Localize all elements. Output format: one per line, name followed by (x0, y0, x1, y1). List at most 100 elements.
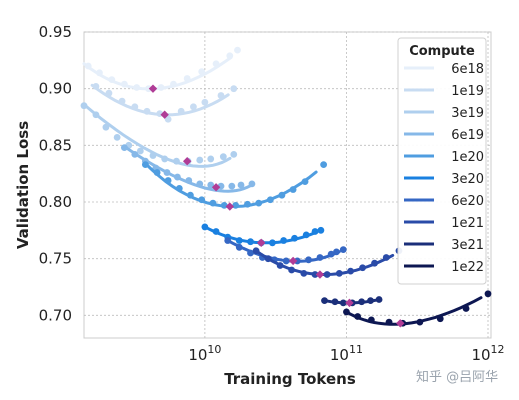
point-1e19-2 (118, 97, 126, 105)
point-1e20-2 (164, 177, 172, 184)
legend-items: 6e18 1e19 3e19 6e19 1e20 3e20 6e20 1e21 3e21 1e22 (404, 62, 484, 275)
point-1e22-5 (416, 318, 424, 326)
point-3e20-11 (317, 226, 325, 234)
point-6e19-1 (131, 151, 139, 158)
point-6e20-0 (224, 237, 232, 244)
point-6e19-7 (196, 180, 204, 188)
x-tick-label-0: 1010 (188, 343, 221, 364)
optimum-marker-1e22 (396, 319, 405, 328)
point-3e20-8 (291, 234, 298, 242)
point-6e20-10 (333, 248, 340, 256)
point-6e18-12 (234, 46, 241, 54)
point-1e20-1 (153, 169, 161, 176)
point-6e19-10 (228, 182, 236, 190)
point-1e21-0 (252, 247, 260, 255)
point-1e20-10 (255, 199, 263, 207)
series-3e19 (80, 102, 238, 168)
legend-label-6e19: 6e19 (451, 128, 484, 143)
point-3e19-1 (92, 111, 100, 119)
point-1e19-10 (217, 92, 225, 99)
point-1e19-9 (201, 98, 209, 106)
optimum-marker-3e19 (182, 157, 192, 166)
x-axis-ticks: 1010 1011 1012 (188, 343, 504, 364)
point-6e18-9 (198, 68, 206, 76)
point-3e20-10 (311, 228, 319, 235)
point-3e19-0 (80, 102, 88, 110)
point-3e21-5 (367, 297, 374, 304)
legend-title: Compute (409, 44, 475, 59)
optimum-marker-3e20 (257, 238, 266, 247)
point-6e18-11 (226, 52, 234, 60)
x-tick-label-2: 1012 (471, 343, 504, 364)
point-1e19-1 (105, 89, 113, 97)
point-1e19-6 (164, 115, 172, 123)
point-6e20-11 (339, 246, 347, 254)
point-3e19-10 (196, 156, 204, 164)
point-1e22-7 (462, 305, 470, 312)
point-1e20-13 (289, 186, 297, 193)
y-axis-ticks: 0.95 0.90 0.85 0.80 0.75 0.70 (39, 23, 72, 324)
point-6e19-8 (207, 181, 215, 189)
y-tick-label-0: 0.95 (39, 23, 72, 41)
point-6e19-11 (237, 181, 245, 189)
point-3e19-11 (207, 155, 215, 163)
point-1e21-9 (359, 264, 366, 272)
point-1e20-12 (278, 191, 286, 199)
point-6e18-2 (108, 76, 116, 83)
point-1e20-6 (209, 199, 217, 207)
y-tick-label-1: 0.90 (39, 80, 72, 98)
point-1e20-5 (198, 196, 206, 204)
point-3e21-0 (321, 297, 328, 304)
optimum-marker-6e18 (148, 84, 158, 93)
optimum-marker-1e19 (160, 110, 169, 119)
legend-label-1e20: 1e20 (451, 150, 484, 165)
point-3e19-2 (102, 123, 110, 131)
point-3e21-2 (339, 299, 347, 307)
point-6e20-6 (293, 257, 301, 265)
series-1e22 (343, 290, 492, 327)
point-6e19-4 (163, 169, 171, 176)
point-1e21-10 (371, 259, 378, 267)
point-1e22-1 (354, 313, 362, 320)
point-3e19-13 (230, 151, 238, 158)
series-3e21 (321, 296, 383, 307)
point-6e18-3 (120, 80, 128, 88)
point-1e21-7 (335, 270, 343, 277)
point-6e18-5 (145, 85, 152, 93)
legend-label-1e22: 1e22 (451, 260, 484, 275)
point-3e20-1 (212, 228, 220, 235)
point-3e19-5 (136, 147, 144, 155)
point-1e21-6 (323, 271, 331, 278)
y-tick-label-2: 0.85 (39, 136, 72, 154)
point-3e19-3 (113, 134, 121, 141)
point-3e20-9 (302, 231, 310, 239)
point-6e20-5 (282, 257, 290, 265)
point-6e18-10 (212, 60, 220, 68)
point-1e22-3 (385, 318, 393, 326)
point-3e20-6 (269, 239, 276, 247)
point-3e21-6 (375, 296, 383, 303)
x-axis-label: Training Tokens (224, 370, 356, 388)
optimum-layer (148, 84, 405, 328)
point-6e18-0 (84, 62, 92, 70)
legend-label-3e19: 3e19 (451, 106, 484, 121)
point-1e19-4 (143, 107, 151, 115)
point-3e19-7 (161, 155, 169, 163)
point-1e22-0 (343, 308, 350, 316)
y-axis-label: Validation Loss (14, 121, 32, 249)
y-tick-label-4: 0.75 (39, 250, 72, 268)
point-1e22-6 (436, 315, 444, 323)
point-1e21-5 (311, 271, 319, 278)
fit-curve-3e19 (82, 103, 232, 168)
legend: Compute 6e18 1e19 3e19 6e19 1e20 3e20 6e20 1e21… (397, 37, 487, 285)
point-1e20-3 (175, 185, 183, 192)
point-1e21-2 (276, 262, 284, 269)
point-1e19-0 (92, 83, 100, 90)
point-6e18-6 (157, 84, 165, 91)
point-6e19-12 (248, 180, 256, 188)
y-tick-label-3: 0.80 (39, 193, 72, 211)
legend-label-1e19: 1e19 (451, 84, 484, 99)
series-6e20 (224, 237, 347, 265)
point-6e20-7 (305, 256, 312, 264)
